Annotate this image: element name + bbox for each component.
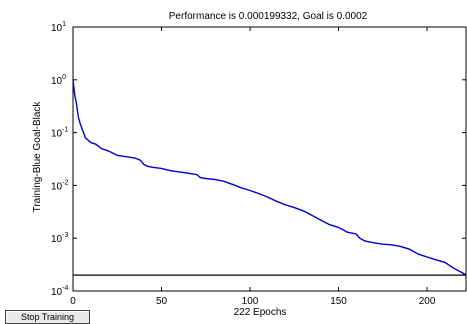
plot-area (72, 26, 467, 292)
y-tick-label: 10-1 (51, 127, 68, 140)
x-axis-ticks: 0 50 100 150 200 (70, 27, 436, 307)
chart-title: Performance is 0.000199332, Goal is 0.00… (169, 11, 368, 22)
stop-training-button[interactable]: Stop Training (5, 310, 90, 324)
y-tick-label: 101 (51, 21, 66, 34)
x-axis-label: 222 Epochs (234, 307, 287, 318)
y-tick-label: 10-3 (51, 232, 68, 245)
x-tick-label: 100 (242, 296, 259, 307)
series-lines (72, 79, 467, 276)
y-tick-label: 100 (51, 74, 66, 87)
x-tick-label: 0 (70, 296, 76, 307)
y-axis-label: Training-Blue Goal-Black (32, 101, 43, 213)
y-tick-label: 10-2 (51, 179, 68, 192)
training-line (72, 79, 467, 276)
x-tick-label: 200 (419, 296, 436, 307)
x-tick-label: 50 (156, 296, 168, 307)
y-axis-ticks: 101 100 10-1 10-2 10-3 10-4 (51, 21, 466, 298)
y-tick-label: 10-4 (51, 285, 68, 298)
x-tick-label: 150 (330, 296, 347, 307)
